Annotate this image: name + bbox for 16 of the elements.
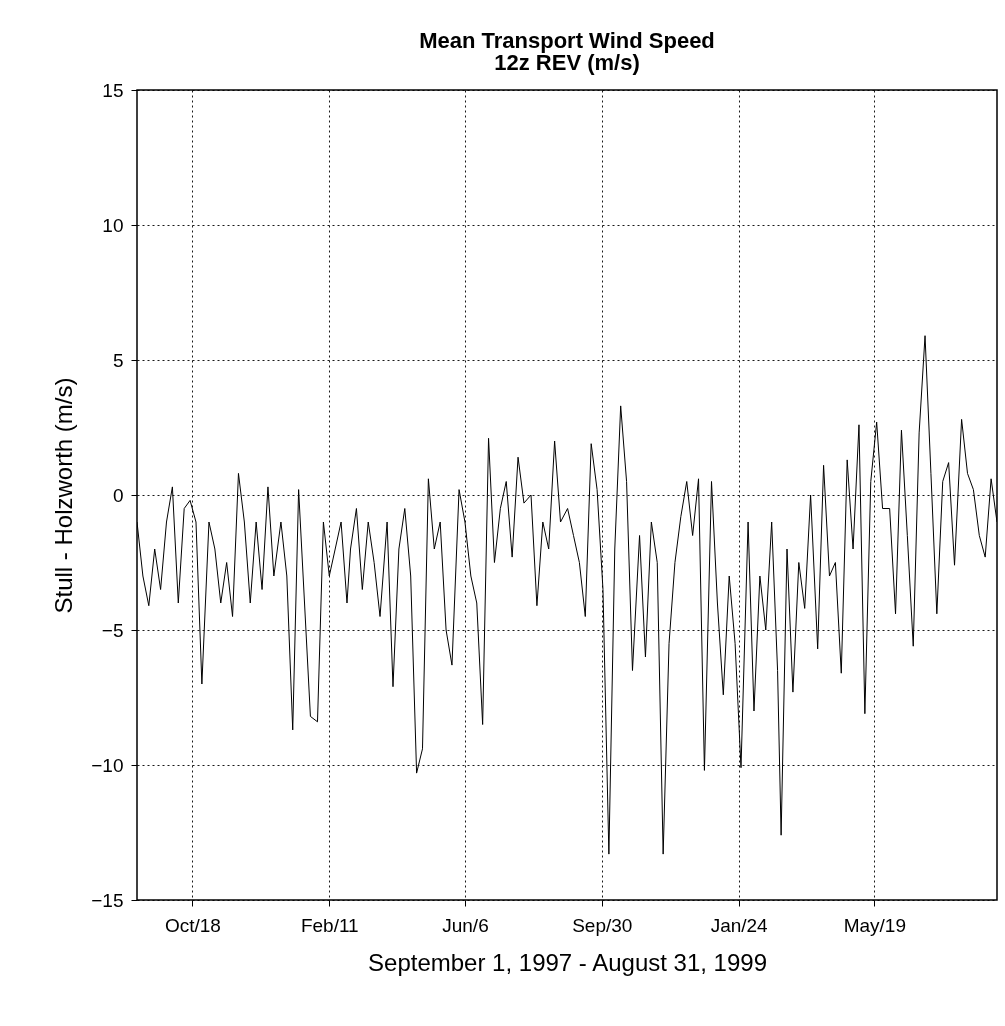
x-tick-label: May/19: [843, 914, 906, 936]
y-tick-label: −15: [91, 889, 124, 911]
x-tick-label: Jan/24: [710, 914, 769, 936]
x-tick-label: Jun/6: [442, 914, 489, 936]
x-tick-label: Feb/11: [300, 914, 359, 936]
y-tick-label: 15: [102, 79, 124, 101]
x-axis-title: September 1, 1997 - August 31, 1999: [368, 948, 767, 976]
y-tick-label: 10: [102, 214, 124, 236]
y-tick-label: −5: [101, 619, 124, 641]
chart-title: Mean Transport Wind Speed: [419, 28, 715, 53]
y-tick-label: −10: [91, 754, 124, 776]
x-tick-label: Sep/30: [572, 914, 633, 936]
y-tick-label: 5: [112, 349, 124, 371]
y-tick-label: 0: [112, 484, 124, 506]
x-tick-label: Oct/18: [164, 914, 221, 936]
y-axis-title: Stull - Holzworth (m/s): [50, 377, 78, 614]
